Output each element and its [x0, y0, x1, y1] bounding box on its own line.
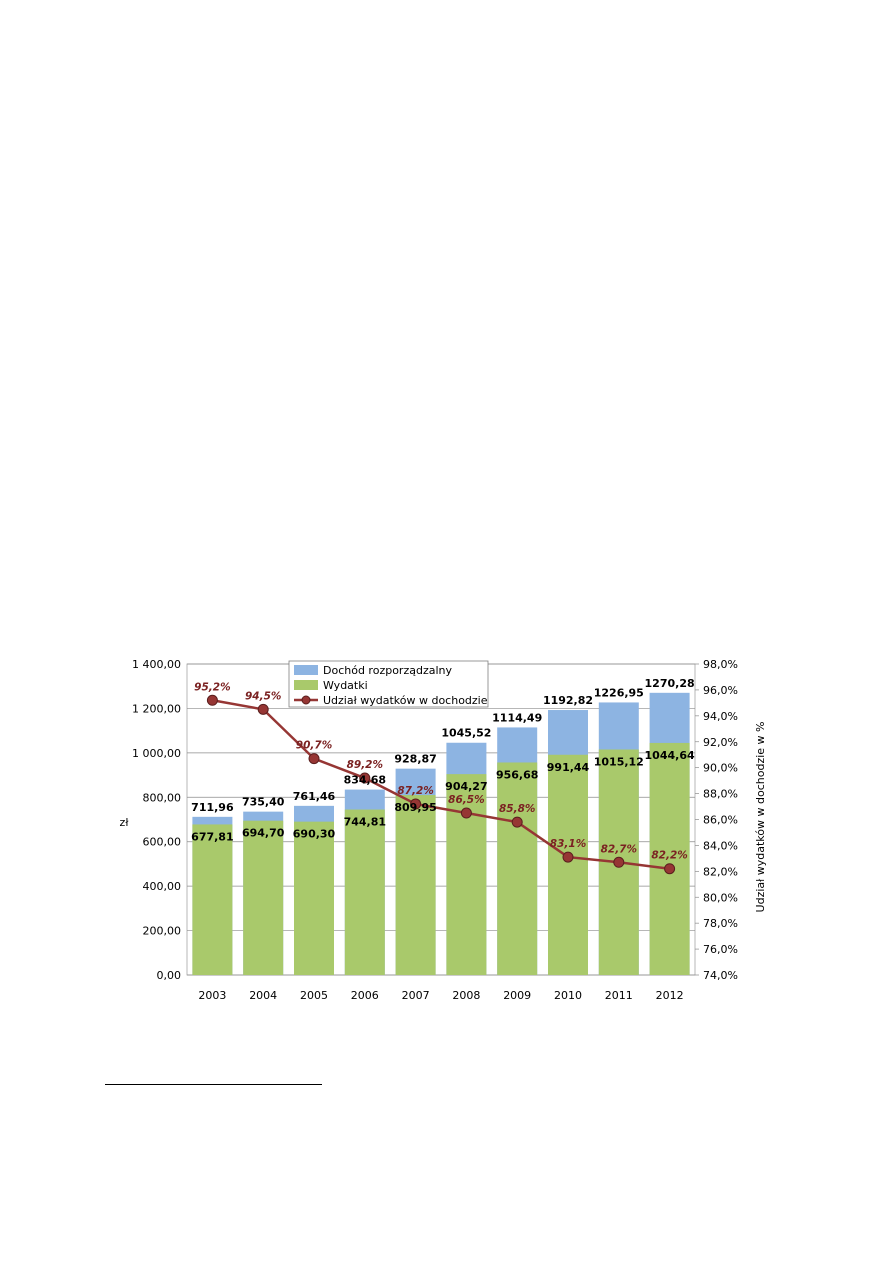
y2-tick-label: 82,0% — [703, 865, 738, 878]
share-value-label: 89,2% — [347, 759, 383, 771]
y-axis-title: zł — [120, 816, 130, 829]
bar-expenses — [395, 795, 436, 975]
y2-tick-label: 78,0% — [703, 917, 738, 930]
y2-tick-label: 84,0% — [703, 839, 738, 852]
share-line — [206, 694, 676, 875]
income-value-label: 1114,49 — [492, 711, 542, 724]
share-marker — [308, 753, 320, 765]
bar-expenses — [192, 824, 233, 975]
share-value-label: 90,7% — [296, 740, 332, 752]
x-tick-label: 2006 — [351, 989, 379, 1002]
expenses-value-label: 904,27 — [445, 780, 487, 793]
y2-tick-label: 96,0% — [703, 684, 738, 697]
y2-tick-label: 74,0% — [703, 969, 738, 982]
legend-label-income: Dochód rozporządzalny — [323, 664, 452, 677]
share-value-label: 82,7% — [601, 843, 637, 855]
y2-tick-label: 88,0% — [703, 788, 738, 801]
y-tick-label: 600,00 — [143, 836, 182, 849]
x-tick-label: 2011 — [605, 989, 633, 1002]
share-marker — [460, 807, 472, 819]
expenses-value-label: 690,30 — [293, 828, 336, 841]
share-value-label: 85,8% — [499, 803, 535, 815]
x-tick-label: 2009 — [503, 989, 531, 1002]
y-tick-label: 1 000,00 — [132, 747, 181, 760]
share-marker — [206, 694, 218, 706]
share-marker — [664, 863, 676, 875]
share-polyline — [212, 699, 670, 870]
x-tick-label: 2012 — [656, 989, 684, 1002]
bar-expenses — [294, 821, 334, 975]
x-tick-label: 2005 — [300, 989, 328, 1002]
income-value-label: 761,46 — [293, 790, 336, 803]
footnote-rule — [105, 1084, 322, 1085]
legend-swatch-expenses — [294, 680, 318, 690]
legend-label-expenses: Wydatki — [323, 679, 368, 692]
data-labels: 711,96 677,81 95,2% 735,40 694,70 94,5% 761,46… — [191, 677, 695, 862]
y2-tick-label: 80,0% — [703, 891, 738, 904]
y-tick-label: 1 200,00 — [132, 702, 181, 715]
expenses-value-label: 1044,64 — [645, 749, 695, 762]
share-marker — [257, 703, 269, 715]
x-tick-label: 2007 — [402, 989, 430, 1002]
bar-expenses — [344, 809, 385, 975]
y2-tick-label: 98,0% — [703, 658, 738, 671]
axes: 0,00 200,00 400,00 600,00 800,00 1 000,00 1 20… — [132, 658, 738, 1002]
y2-tick-label: 94,0% — [703, 710, 738, 723]
y2-tick-label: 90,0% — [703, 762, 738, 775]
y-tick-label: 400,00 — [143, 880, 182, 893]
income-value-label: 1192,82 — [543, 694, 593, 707]
income-value-label: 735,40 — [242, 796, 285, 809]
share-marker — [359, 772, 371, 784]
x-tick-label: 2004 — [249, 989, 277, 1002]
expenses-value-label: 956,68 — [496, 768, 538, 781]
income-value-label: 1045,52 — [441, 727, 491, 740]
income-value-label: 711,96 — [191, 801, 234, 814]
share-marker — [410, 798, 422, 810]
y-tick-label: 200,00 — [143, 925, 182, 938]
income-value-label: 834,68 — [344, 774, 386, 787]
expenses-value-label: 694,70 — [242, 827, 285, 840]
y2-tick-label: 76,0% — [703, 943, 738, 956]
expenses-value-label: 809,95 — [394, 801, 436, 814]
y-tick-label: 0,00 — [157, 969, 182, 982]
legend-swatch-share-marker — [301, 695, 311, 705]
y2-tick-label: 86,0% — [703, 814, 738, 827]
share-marker — [562, 851, 574, 863]
share-value-label: 95,2% — [194, 681, 230, 693]
expenses-value-label: 677,81 — [191, 830, 233, 843]
y-tick-label: 1 400,00 — [132, 658, 181, 671]
income-value-label: 1270,28 — [645, 677, 695, 690]
bar-expenses — [243, 820, 284, 975]
legend-label-share: Udział wydatków w dochodzie — [323, 694, 488, 707]
legend-swatch-income — [294, 665, 318, 675]
share-value-label: 87,2% — [397, 785, 433, 797]
expenses-value-label: 1015,12 — [594, 755, 644, 768]
y2-axis-title: Udział wydatków w dochodzie w % — [754, 722, 767, 913]
share-value-label: 83,1% — [550, 838, 586, 850]
expenses-value-label: 744,81 — [344, 816, 386, 829]
x-tick-label: 2008 — [452, 989, 480, 1002]
bar-expenses — [497, 762, 538, 975]
bar-expenses — [649, 742, 690, 975]
share-marker — [613, 856, 625, 868]
share-value-label: 94,5% — [245, 690, 281, 702]
y-tick-label: 800,00 — [143, 791, 182, 804]
x-tick-label: 2010 — [554, 989, 582, 1002]
income-value-label: 928,87 — [394, 753, 436, 766]
share-value-label: 82,2% — [651, 850, 687, 862]
y2-tick-label: 92,0% — [703, 736, 738, 749]
x-tick-label: 2003 — [198, 989, 226, 1002]
bars — [192, 692, 690, 975]
bar-expenses — [548, 754, 588, 975]
share-value-label: 86,5% — [448, 794, 484, 806]
legend: Dochód rozporządzalny Wydatki Udział wyd… — [288, 660, 489, 708]
legend-box — [288, 660, 489, 708]
share-marker — [511, 816, 523, 828]
expenses-value-label: 991,44 — [547, 761, 590, 774]
income-value-label: 1226,95 — [594, 686, 644, 699]
